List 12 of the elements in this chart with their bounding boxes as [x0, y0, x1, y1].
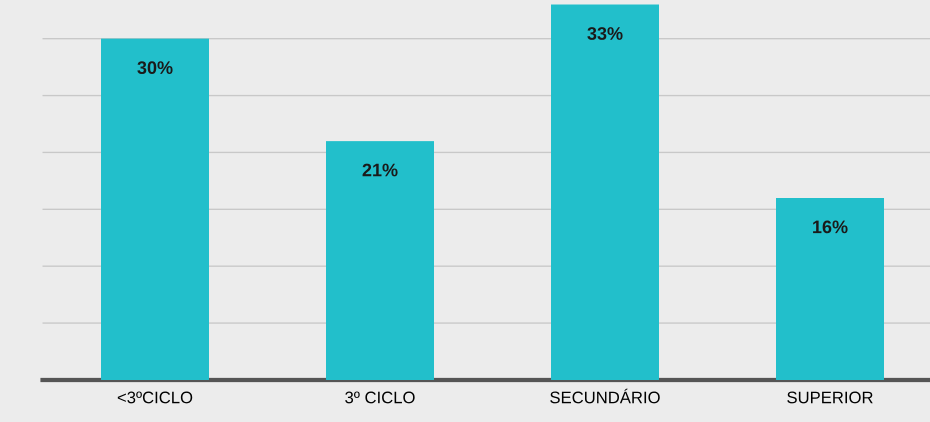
x-tick-label: SUPERIOR — [787, 392, 873, 404]
bar — [776, 198, 884, 380]
x-tick-label: SECUNDÁRIO — [550, 388, 660, 404]
bar — [551, 4, 659, 380]
bar — [326, 141, 434, 380]
bar — [101, 38, 209, 380]
x-tick-label: <3ºCICLO — [118, 392, 192, 404]
data-label: 33% — [587, 27, 623, 40]
data-label: 21% — [362, 164, 398, 176]
data-label: 30% — [137, 61, 173, 74]
x-tick-label: 3º CICLO — [345, 392, 415, 404]
data-label: 16% — [813, 220, 848, 234]
